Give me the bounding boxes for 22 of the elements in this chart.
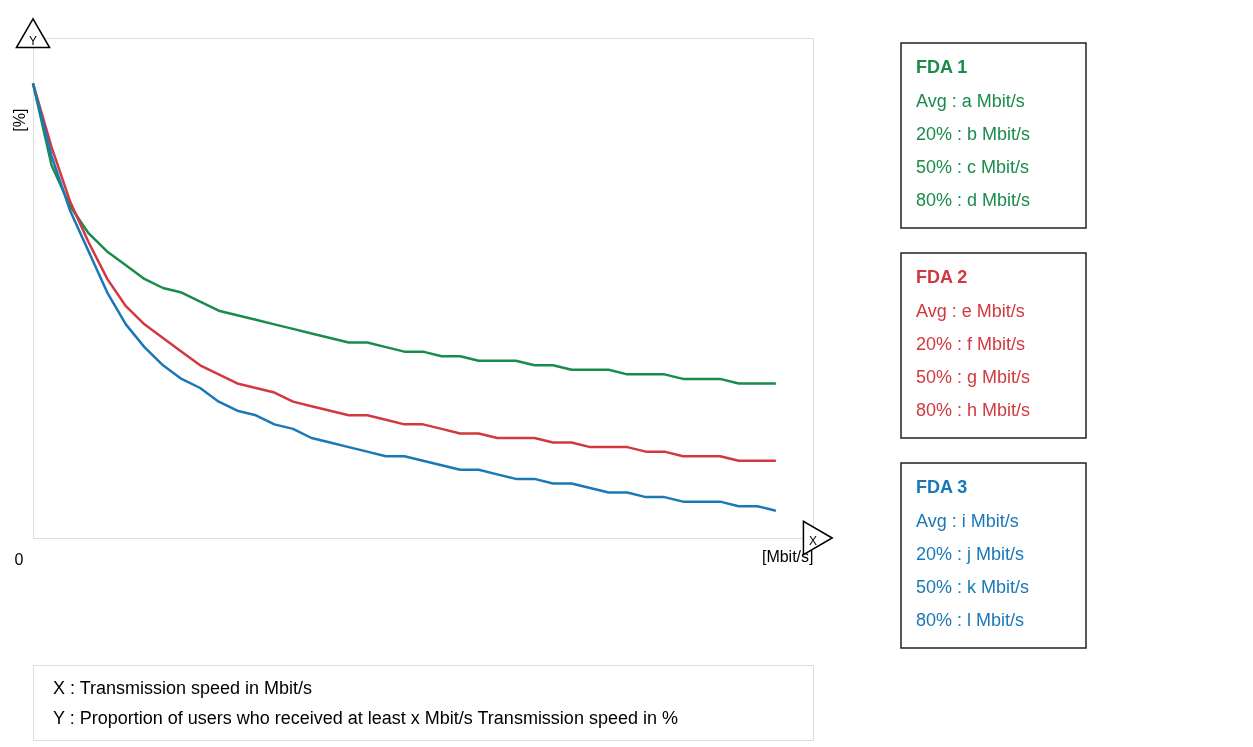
text: 50% : c Mbit/s — [916, 157, 1030, 177]
text: 20% : f Mbit/s — [916, 334, 1026, 354]
text: 80% : h Mbit/s — [916, 400, 1031, 420]
text: FDA 1 — [916, 57, 968, 77]
text: 0 — [14, 551, 24, 568]
text: Avg : a Mbit/s — [916, 91, 1025, 111]
text: 50% : k Mbit/s — [916, 577, 1030, 597]
text: FDA 2 — [916, 267, 968, 287]
text: Y — [28, 34, 38, 48]
text: FDA 3 — [916, 477, 968, 497]
text: 80% : l Mbit/s — [916, 610, 1025, 630]
text: 50% : g Mbit/s — [916, 367, 1031, 387]
text: 20% : b Mbit/s — [916, 124, 1031, 144]
text: Avg : e Mbit/s — [916, 301, 1025, 321]
y-axis-title: [%] — [10, 108, 28, 132]
text: 20% : j Mbit/s — [916, 544, 1025, 564]
text: X : Transmission speed in Mbit/s — [53, 678, 313, 698]
x-axis-title: [Mbit/s] — [761, 547, 814, 565]
text: Avg : i Mbit/s — [916, 511, 1019, 531]
text: Y : Proportion of users who received at least x Mbit/s Transmission speed in % — [53, 708, 678, 728]
annotation: X — [808, 534, 818, 548]
text: 80% : d Mbit/s — [916, 190, 1031, 210]
